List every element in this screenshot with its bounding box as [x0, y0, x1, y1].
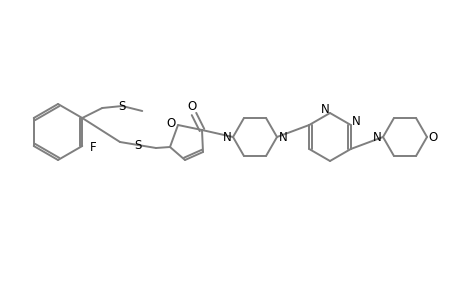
Text: S: S [134, 139, 141, 152]
Text: F: F [90, 140, 97, 154]
Text: N: N [351, 115, 359, 128]
Text: N: N [372, 130, 381, 143]
Text: N: N [278, 130, 287, 143]
Text: O: O [166, 116, 175, 130]
Text: S: S [118, 100, 126, 112]
Text: O: O [427, 130, 437, 143]
Text: N: N [222, 130, 231, 143]
Text: O: O [187, 100, 196, 112]
Text: N: N [320, 103, 329, 116]
